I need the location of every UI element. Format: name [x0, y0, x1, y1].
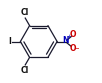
Text: −: − [74, 46, 79, 51]
Text: Cl: Cl [21, 8, 29, 17]
Text: I: I [8, 37, 11, 46]
Text: Cl: Cl [21, 66, 29, 75]
Text: +: + [67, 34, 71, 39]
Text: O: O [69, 30, 76, 39]
Text: N: N [63, 36, 69, 45]
Text: O: O [69, 44, 76, 53]
